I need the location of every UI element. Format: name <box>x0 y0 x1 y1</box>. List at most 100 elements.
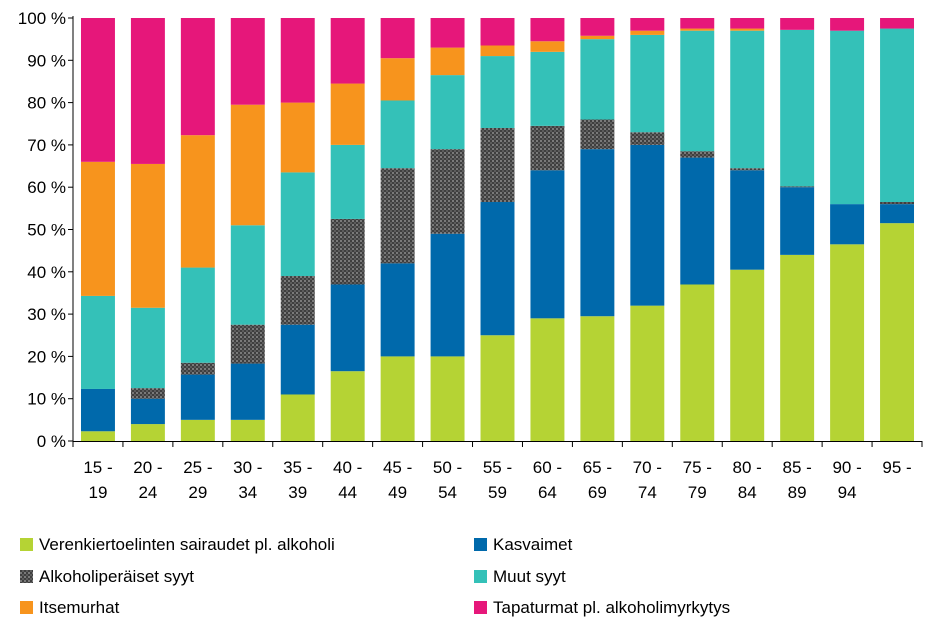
legend-swatch <box>20 601 33 614</box>
legend-item: Alkoholiperäiset syyt <box>20 567 194 586</box>
bar-segment-5 <box>380 58 415 101</box>
legend-label: Alkoholiperäiset syyt <box>39 567 194 586</box>
bar-segment-6 <box>380 18 415 59</box>
x-tick-label: 90 - <box>832 458 861 477</box>
bar-segment-2 <box>330 284 365 372</box>
x-tick-label: 44 <box>338 483 357 502</box>
bar-segment-6 <box>230 18 265 105</box>
bar-segment-6 <box>80 18 115 162</box>
x-tick-label: 20 - <box>133 458 162 477</box>
legend-swatch <box>20 538 33 551</box>
bar-segment-4 <box>830 30 865 205</box>
bar-segment-2 <box>230 363 265 420</box>
x-tick-label: 70 - <box>633 458 662 477</box>
bar-segment-1 <box>780 254 815 441</box>
x-tick-label: 59 <box>488 483 507 502</box>
bar-segment-2 <box>430 233 465 357</box>
bar-segment-5 <box>280 102 315 173</box>
bar-segment-1 <box>130 424 165 441</box>
bar-segment-5 <box>430 47 465 76</box>
bar-segment-5 <box>80 161 115 296</box>
bar-segment-3 <box>680 151 715 158</box>
x-tick-label: 34 <box>238 483 257 502</box>
bar-segment-1 <box>880 223 915 441</box>
bar-segment-2 <box>80 388 115 432</box>
bar-segment-3 <box>430 149 465 234</box>
bar-segment-4 <box>80 295 115 389</box>
bar-segment-6 <box>580 18 615 36</box>
y-tick-label: 50 % <box>27 221 66 240</box>
bar-segment-6 <box>530 18 565 42</box>
legend-label: Kasvaimet <box>493 535 573 554</box>
legend-item: Kasvaimet <box>474 535 573 554</box>
bar-segment-6 <box>280 18 315 103</box>
bars <box>80 18 915 441</box>
bar-segment-1 <box>280 394 315 441</box>
bar-segment-4 <box>230 225 265 325</box>
bar-segment-2 <box>530 170 565 319</box>
x-tick-label: 40 - <box>333 458 362 477</box>
legend-item: Tapaturmat pl. alkoholimyrkytys <box>474 598 730 617</box>
x-tick-label: 69 <box>588 483 607 502</box>
bar-segment-6 <box>880 18 915 29</box>
x-tick-label: 84 <box>738 483 757 502</box>
bar-segment-3 <box>580 119 615 150</box>
bar-segment-4 <box>530 51 565 126</box>
y-axis-tick-labels: 0 % 10 % 20 % 30 % 40 % 50 % 60 % 70 % 80 % 90 % 1… <box>18 9 66 451</box>
bar-segment-3 <box>330 218 365 285</box>
axes <box>68 16 923 447</box>
x-tick-label: 79 <box>688 483 707 502</box>
bar-segment-3 <box>530 125 565 171</box>
y-tick-label: 100 % <box>18 9 66 28</box>
x-tick-label: 55 - <box>483 458 512 477</box>
bar-segment-1 <box>680 284 715 441</box>
y-tick-label: 0 % <box>37 432 66 451</box>
x-tick-label: 15 - <box>83 458 112 477</box>
bar-segment-6 <box>430 18 465 48</box>
legend-swatch <box>474 538 487 551</box>
x-tick-label: 49 <box>388 483 407 502</box>
bar-segment-4 <box>630 34 665 133</box>
x-tick-label: 19 <box>89 483 108 502</box>
legend: Verenkiertoelinten sairaudet pl. alkohol… <box>20 535 730 617</box>
bar-segment-5 <box>630 30 665 35</box>
bar-segment-4 <box>330 144 365 219</box>
legend-label: Muut syyt <box>493 567 566 586</box>
bar-segment-3 <box>880 202 915 205</box>
bar-segment-1 <box>380 356 415 441</box>
bar-segment-6 <box>330 18 365 84</box>
bar-segment-6 <box>780 18 815 30</box>
bar-segment-3 <box>130 388 165 399</box>
x-tick-label: 65 - <box>583 458 612 477</box>
x-tick-label: 94 <box>838 483 857 502</box>
bar-segment-2 <box>480 202 515 336</box>
x-tick-label: 25 - <box>183 458 212 477</box>
bar-segment-5 <box>730 28 765 31</box>
bar-segment-5 <box>530 41 565 52</box>
x-tick-label: 54 <box>438 483 457 502</box>
bar-segment-6 <box>130 18 165 164</box>
bar-segment-3 <box>730 168 765 171</box>
bar-segment-3 <box>780 186 815 188</box>
x-tick-label: 85 - <box>782 458 811 477</box>
legend-swatch <box>474 601 487 614</box>
bar-segment-2 <box>630 144 665 306</box>
bar-segment-1 <box>830 244 865 441</box>
bar-segment-1 <box>330 371 365 441</box>
bar-segment-5 <box>480 45 515 57</box>
y-tick-label: 40 % <box>27 263 66 282</box>
bar-segment-2 <box>130 398 165 425</box>
y-tick-label: 30 % <box>27 305 66 324</box>
legend-swatch <box>20 570 33 583</box>
bar-segment-4 <box>180 267 215 363</box>
x-tick-label: 24 <box>138 483 157 502</box>
bar-segment-1 <box>630 305 665 441</box>
bar-segment-1 <box>530 318 565 441</box>
bar-segment-4 <box>380 100 415 169</box>
bar-segment-4 <box>780 29 815 187</box>
bar-segment-6 <box>730 18 765 29</box>
x-tick-label: 35 - <box>283 458 312 477</box>
bar-segment-1 <box>230 419 265 441</box>
x-tick-label: 39 <box>288 483 307 502</box>
